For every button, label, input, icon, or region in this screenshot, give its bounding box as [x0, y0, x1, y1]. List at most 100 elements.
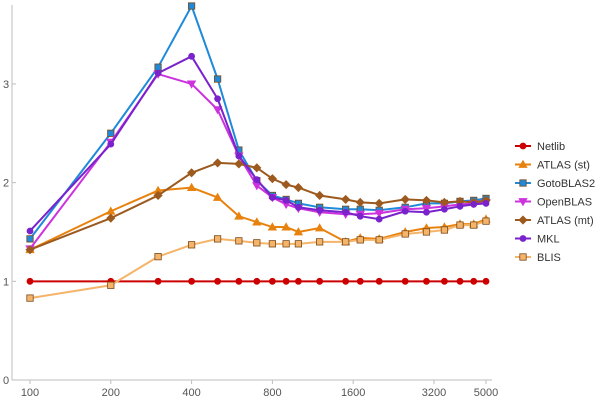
data-point — [187, 241, 196, 249]
data-point — [268, 277, 276, 285]
data-point — [282, 240, 290, 248]
data-point — [267, 222, 278, 231]
data-point — [107, 281, 115, 289]
series-gotoblas2 — [26, 2, 490, 243]
data-point — [456, 202, 464, 210]
data-point — [252, 163, 262, 173]
data-point — [107, 140, 115, 148]
data-point — [154, 69, 162, 77]
data-point — [214, 75, 222, 83]
x-tick-label: 100 — [21, 387, 39, 399]
data-point — [375, 236, 383, 244]
data-point — [375, 277, 383, 285]
data-point — [441, 277, 448, 285]
data-point — [440, 226, 449, 234]
data-point — [470, 221, 478, 229]
series-line — [29, 220, 487, 300]
legend-label: ATLAS (st) — [537, 160, 590, 172]
data-point — [186, 80, 197, 89]
legend-item[interactable]: ATLAS (mt) — [515, 215, 594, 227]
data-point — [294, 240, 302, 248]
series-netlib — [26, 277, 490, 285]
series-mkl — [26, 52, 490, 235]
y-tick-label: 2 — [3, 178, 9, 190]
data-point — [316, 277, 324, 285]
data-point — [401, 230, 409, 238]
legend-label: BLIS — [537, 252, 561, 264]
data-point — [268, 240, 276, 248]
data-point — [235, 277, 243, 285]
legend: Netlib ATLAS (st) GotoBLAS2 OpenBLAS ATLAS (… — [515, 141, 595, 264]
legend-item[interactable]: ATLAS (st) — [515, 160, 590, 172]
legend-item[interactable]: BLIS — [515, 252, 561, 264]
legend-marker — [519, 253, 527, 261]
data-point — [421, 195, 432, 205]
series-atlas-mt — [25, 158, 491, 255]
y-tick-label: 0 — [3, 375, 9, 387]
data-point — [400, 194, 410, 204]
data-point — [356, 277, 364, 285]
series-line — [29, 4, 487, 240]
legend-marker — [518, 215, 528, 225]
data-point — [374, 198, 384, 208]
data-point — [316, 206, 324, 214]
legend-label: OpenBLAS — [537, 197, 592, 209]
data-point — [356, 212, 364, 220]
data-point — [456, 277, 464, 285]
legend-label: ATLAS (mt) — [537, 215, 594, 227]
y-tick-label: 3 — [3, 79, 9, 91]
data-point — [154, 253, 162, 261]
series-layer — [25, 2, 491, 302]
data-point — [212, 192, 223, 201]
data-point — [316, 238, 324, 246]
data-point — [234, 159, 244, 169]
legend-item[interactable]: GotoBLAS2 — [515, 178, 595, 190]
data-point — [356, 236, 364, 244]
data-point — [482, 199, 490, 207]
data-point — [187, 168, 197, 178]
data-point — [314, 223, 325, 232]
data-point — [422, 228, 431, 236]
data-point — [375, 215, 383, 223]
data-point — [374, 209, 384, 219]
data-point — [423, 208, 430, 216]
legend-item[interactable]: Netlib — [515, 141, 565, 153]
data-point — [188, 277, 195, 285]
data-point — [342, 208, 350, 216]
data-point — [234, 211, 244, 220]
data-point — [235, 152, 243, 160]
data-point — [253, 239, 261, 247]
data-point — [188, 52, 195, 60]
legend-marker — [519, 235, 527, 242]
series-line — [29, 161, 487, 251]
legend-label: GotoBLAS2 — [537, 178, 595, 190]
data-point — [294, 203, 302, 211]
data-point — [253, 176, 261, 184]
legend-item[interactable]: OpenBLAS — [515, 197, 592, 209]
axes: 0 1 2 3 100 200 400 800 1600 3200 5000 — [3, 5, 498, 399]
data-point — [342, 277, 350, 285]
data-point — [186, 182, 197, 191]
data-point — [470, 277, 478, 285]
data-point — [401, 207, 409, 215]
data-point — [252, 217, 262, 226]
y-tick-label: 1 — [3, 276, 9, 288]
data-point — [26, 294, 34, 302]
data-point — [106, 213, 116, 223]
legend-label: MKL — [537, 234, 560, 246]
data-point — [342, 238, 350, 246]
x-tick-label: 3200 — [422, 387, 446, 399]
data-point — [441, 205, 448, 213]
data-point — [482, 217, 490, 225]
data-point — [267, 174, 277, 184]
series-blis — [26, 217, 490, 302]
x-tick-label: 1600 — [341, 387, 365, 399]
x-tick-label: 200 — [102, 387, 120, 399]
data-point — [268, 194, 276, 201]
legend-marker — [518, 198, 528, 207]
data-point — [107, 129, 115, 137]
data-point — [282, 277, 290, 285]
legend-item[interactable]: MKL — [515, 234, 560, 246]
data-point — [253, 277, 261, 285]
